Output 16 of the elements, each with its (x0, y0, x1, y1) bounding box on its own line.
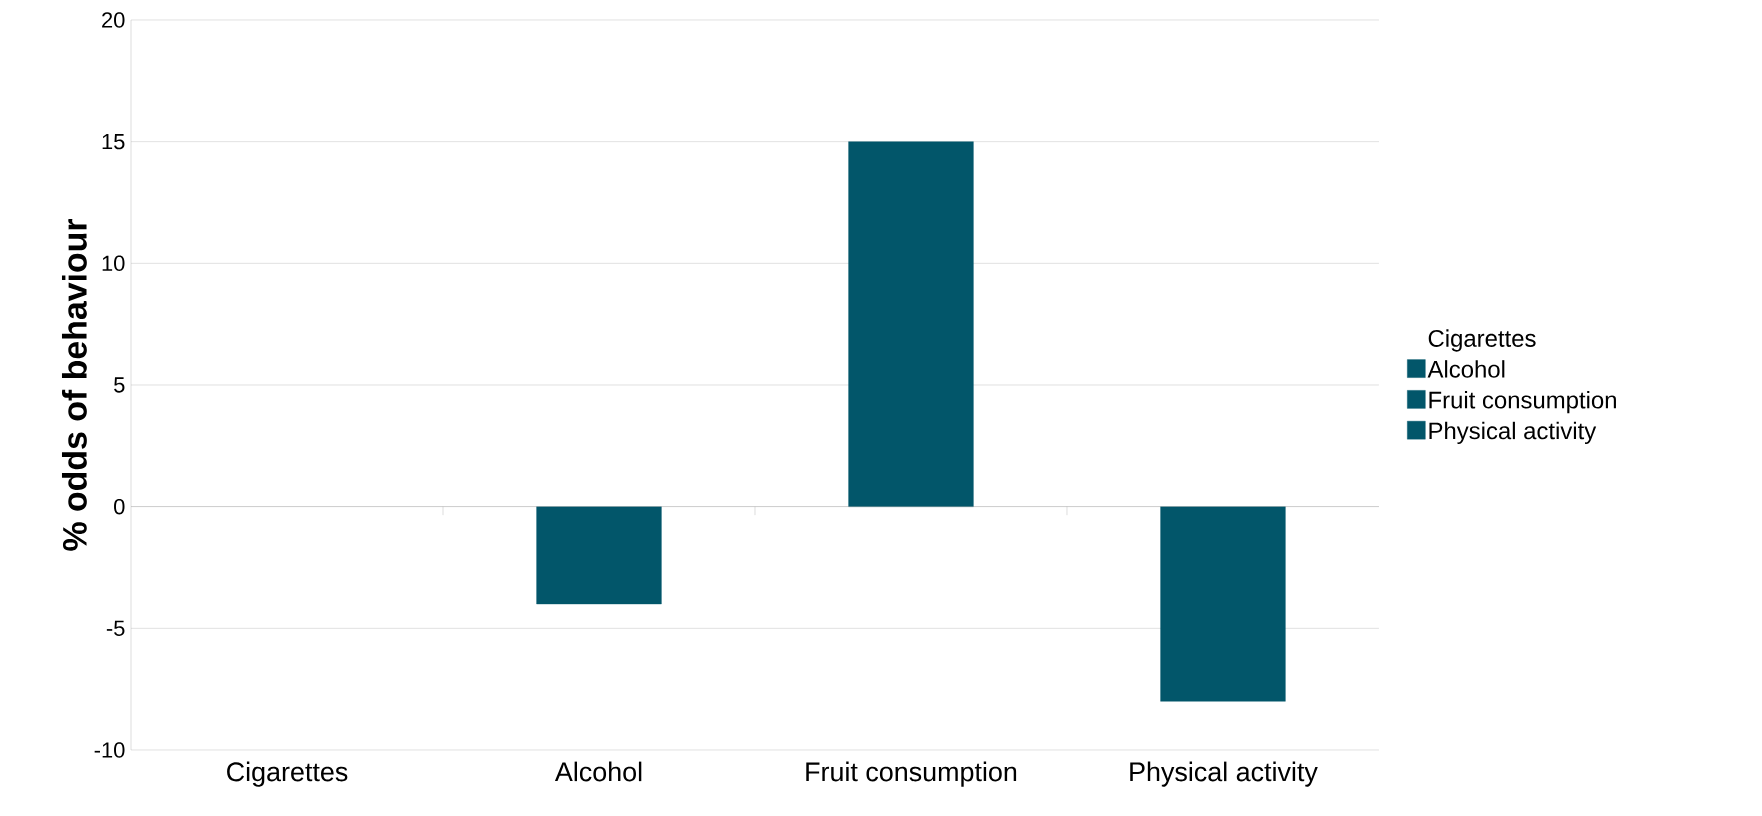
y-tick-label: 0 (114, 498, 125, 515)
y-tick-label: 10 (102, 255, 125, 272)
x-tick-label: Fruit consumption (806, 761, 1017, 787)
legend-label: Physical activity (1429, 421, 1597, 445)
x-tick-label: Alcohol (554, 761, 642, 782)
y-tick-label: 5 (114, 377, 125, 393)
x-tick-label: Physical activity (1130, 761, 1318, 787)
y-tick-label: -5 (106, 620, 125, 636)
legend-label: Fruit consumption (1429, 390, 1616, 414)
legend-title: Cigarettes (1428, 329, 1536, 352)
y-tick-label: 20 (102, 12, 125, 28)
y-axis-title: % odds of behaviour (61, 218, 87, 551)
legend-label: Alcohol (1427, 360, 1505, 378)
y-tick-label: -10 (94, 742, 125, 758)
y-tick-label: 15 (102, 134, 125, 150)
x-tick-label: Cigarettes (227, 761, 348, 787)
